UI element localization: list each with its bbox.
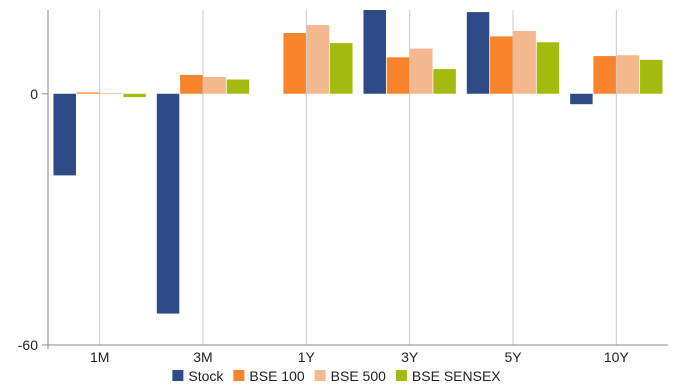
axes: [42, 10, 668, 349]
legend-swatch: [172, 370, 184, 381]
x-category-label: 1Y: [298, 349, 316, 365]
bar-stock-3y: [363, 10, 386, 94]
bar-bse-sensex-3y: [433, 69, 456, 94]
bar-bse-500-1y: [306, 25, 330, 94]
bar-stock-5y: [466, 12, 490, 94]
bar-bse-500-3m: [203, 77, 226, 94]
bar-bse-100-5y: [490, 36, 513, 94]
legend-swatch: [395, 370, 407, 381]
bar-stock-3m: [156, 93, 180, 314]
y-tick-labels: 0 -60: [18, 86, 38, 353]
bar-bse-100-1m: [76, 92, 100, 94]
x-category-label: 3Y: [401, 349, 419, 365]
bar-bse-500-5y: [513, 30, 536, 94]
bars: [53, 10, 663, 314]
x-category-label: 5Y: [504, 349, 522, 365]
legend-label: Stock: [188, 368, 224, 384]
bar-bse-sensex-3m: [226, 79, 250, 94]
bar-bse-500-1m: [100, 92, 123, 94]
bar-bse-500-3y: [410, 48, 433, 94]
bar-bse-sensex-1y: [330, 43, 353, 94]
legend-swatch: [233, 370, 245, 381]
legend-swatch: [314, 370, 326, 381]
bar-bse-sensex-5y: [536, 42, 560, 94]
bar-bse-100-1y: [283, 33, 306, 94]
bar-stock-10y: [570, 93, 593, 105]
bar-stock-1m: [53, 93, 76, 176]
x-category-label: 10Y: [604, 349, 630, 365]
x-category-labels: 1M 3M 1Y 3Y 5Y 10Y: [90, 349, 630, 365]
bar-bse-500-10y: [616, 55, 640, 94]
legend-label: BSE 500: [331, 368, 386, 384]
grid-lines: [99, 10, 617, 345]
bar-bse-sensex-1m: [123, 93, 146, 98]
bar-bse-100-10y: [593, 56, 616, 94]
x-category-label: 1M: [90, 349, 109, 365]
y-tick-label: 0: [30, 86, 38, 102]
bar-bse-100-3y: [386, 57, 410, 94]
x-category-label: 3M: [193, 349, 212, 365]
y-tick-label: -60: [18, 337, 38, 353]
bar-bse-100-3m: [180, 74, 203, 94]
bar-bse-sensex-10y: [640, 59, 663, 94]
legend-label: BSE SENSEX: [412, 368, 501, 384]
legend: Stock BSE 100 BSE 500 BSE SENSEX: [172, 368, 501, 384]
legend-label: BSE 100: [249, 368, 304, 384]
